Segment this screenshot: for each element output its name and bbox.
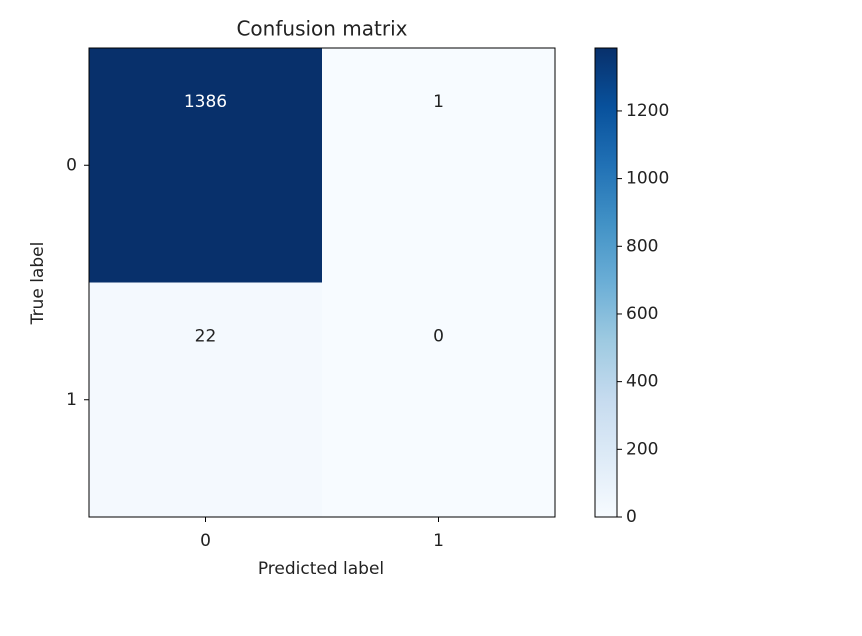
- y-tick-label: 1: [66, 390, 77, 410]
- colorbar-tick-label: 800: [626, 236, 658, 256]
- colorbar-tick-label: 1200: [626, 101, 669, 121]
- heatmap-cell: [322, 48, 556, 283]
- colorbar: [594, 47, 618, 518]
- chart-title: Confusion matrix: [236, 17, 407, 41]
- colorbar-tick-label: 1000: [626, 169, 669, 189]
- colorbar-tick-label: 600: [626, 304, 658, 324]
- colorbar-tick-label: 200: [626, 439, 658, 459]
- cell-label: 1: [433, 92, 444, 112]
- colorbar-tick-label: 0: [626, 507, 637, 527]
- y-axis-label: True label: [28, 242, 48, 326]
- x-tick-label: 0: [200, 531, 211, 551]
- heatmap-cell: [89, 48, 323, 283]
- plot-frame: [88, 47, 556, 518]
- x-tick-label: 1: [433, 531, 444, 551]
- heatmap-cell: [322, 282, 556, 518]
- heatmap-cell: [89, 282, 323, 518]
- colorbar-tick-label: 400: [626, 372, 658, 392]
- x-axis-label: Predicted label: [258, 559, 384, 579]
- cell-label: 1386: [184, 92, 227, 112]
- cell-label: 0: [433, 326, 444, 346]
- cell-label: 22: [195, 326, 217, 346]
- y-tick-label: 0: [66, 155, 77, 175]
